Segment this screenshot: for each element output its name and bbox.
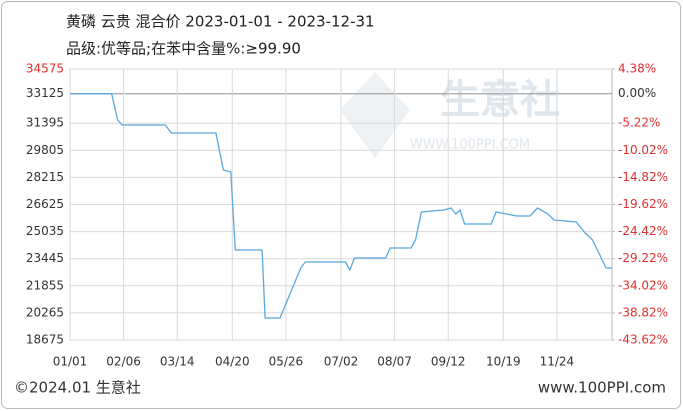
y2-tick-label: 4.38%: [618, 62, 656, 76]
x-tick-label: 10/19: [486, 355, 521, 369]
y-tick-label: 31395: [26, 116, 64, 130]
watermark: 生意社 WWW.100PPI.COM: [340, 72, 560, 158]
y2-tick-label: -34.02%: [618, 278, 668, 292]
y2-tick-label: -38.82%: [618, 305, 668, 319]
y-tick-label: 34575: [26, 62, 64, 76]
y2-tick-label: -29.22%: [618, 251, 668, 265]
x-tick-label: 09/12: [431, 355, 466, 369]
x-tick-label: 02/06: [106, 355, 141, 369]
y2-tick-label: -5.22%: [618, 116, 660, 130]
y2-tick-label: -14.82%: [618, 170, 668, 184]
y2-tick-label: -19.62%: [618, 197, 668, 211]
y-tick-label: 26625: [26, 197, 64, 211]
chart-subtitle: 品级:优等品;在苯中含量%:≥99.90: [66, 40, 301, 58]
y-tick-label: 18675: [26, 333, 64, 347]
y-tick-label: 33125: [26, 86, 64, 100]
footer-left: ©2024.01 生意社: [14, 379, 141, 397]
y-tick-label: 28215: [26, 170, 64, 184]
x-tick-label: 03/14: [160, 355, 195, 369]
y2-tick-label: -43.62%: [618, 333, 668, 347]
watermark-url: WWW.100PPI.COM: [410, 138, 530, 153]
x-tick-label: 08/07: [377, 355, 412, 369]
x-tick-label: 04/20: [215, 355, 250, 369]
line-series: [70, 93, 612, 319]
y-tick-label: 23445: [26, 251, 64, 265]
y2-tick-label: 0.00%: [618, 86, 656, 100]
y-tick-label: 25035: [26, 224, 64, 238]
watermark-text: 生意社: [440, 77, 560, 123]
chart-title: 黄磷 云贵 混合价 2023-01-01 - 2023-12-31: [66, 13, 375, 31]
footer-right: www.100PPI.com: [538, 379, 666, 397]
y-tick-label: 21855: [26, 278, 64, 292]
y-tick-label: 20265: [26, 305, 64, 319]
x-tick-label: 07/02: [324, 355, 359, 369]
y-tick-label: 29805: [26, 143, 64, 157]
x-tick-label: 05/26: [269, 355, 304, 369]
y2-tick-label: -10.02%: [618, 143, 668, 157]
y2-tick-label: -24.42%: [618, 224, 668, 238]
x-tick-label: 11/24: [540, 355, 575, 369]
x-tick-label: 01/01: [53, 355, 88, 369]
